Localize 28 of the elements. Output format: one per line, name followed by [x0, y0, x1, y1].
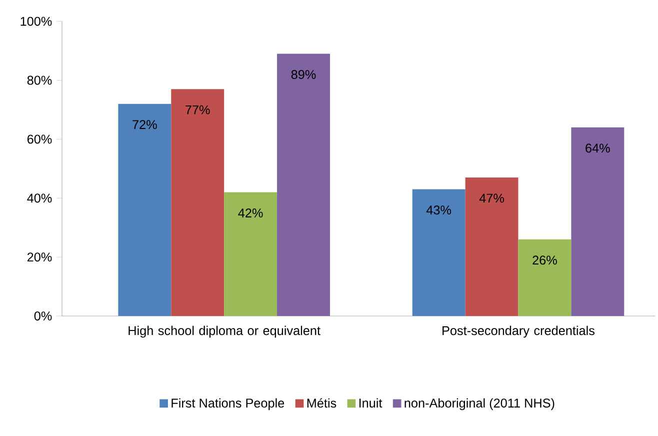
- x-tick-label: Post-secondary credentials: [442, 326, 594, 338]
- bar: [518, 239, 572, 316]
- legend-label: First Nations People: [172, 398, 284, 410]
- bar: [465, 178, 518, 316]
- y-tick-label: 40%: [27, 194, 52, 203]
- data-label: 64%: [586, 144, 610, 153]
- bar: [412, 189, 466, 316]
- bar: [571, 127, 624, 316]
- y-tick-label: 100%: [20, 16, 52, 26]
- bar: [277, 54, 330, 316]
- bar: [118, 104, 172, 316]
- data-label: 43%: [426, 206, 452, 215]
- data-label: 77%: [186, 105, 210, 114]
- data-label: 26%: [532, 256, 557, 265]
- data-label: 89%: [291, 70, 316, 79]
- bar: [171, 89, 224, 316]
- data-label: 72%: [132, 120, 157, 130]
- legend-label: non-Aboriginal (2011 NHS): [404, 398, 554, 410]
- y-tick-label: 80%: [27, 76, 52, 85]
- y-tick-label: 60%: [27, 134, 52, 144]
- data-label: 47%: [479, 194, 504, 203]
- legend-label: Métis: [307, 398, 336, 408]
- x-tick-label: High school diploma or equivalent: [128, 326, 320, 338]
- bar: [224, 192, 278, 316]
- data-label: 42%: [238, 208, 263, 218]
- y-tick-label: 20%: [27, 252, 52, 262]
- legend-label: Inuit: [359, 398, 382, 408]
- y-tick-label: 0%: [34, 312, 52, 320]
